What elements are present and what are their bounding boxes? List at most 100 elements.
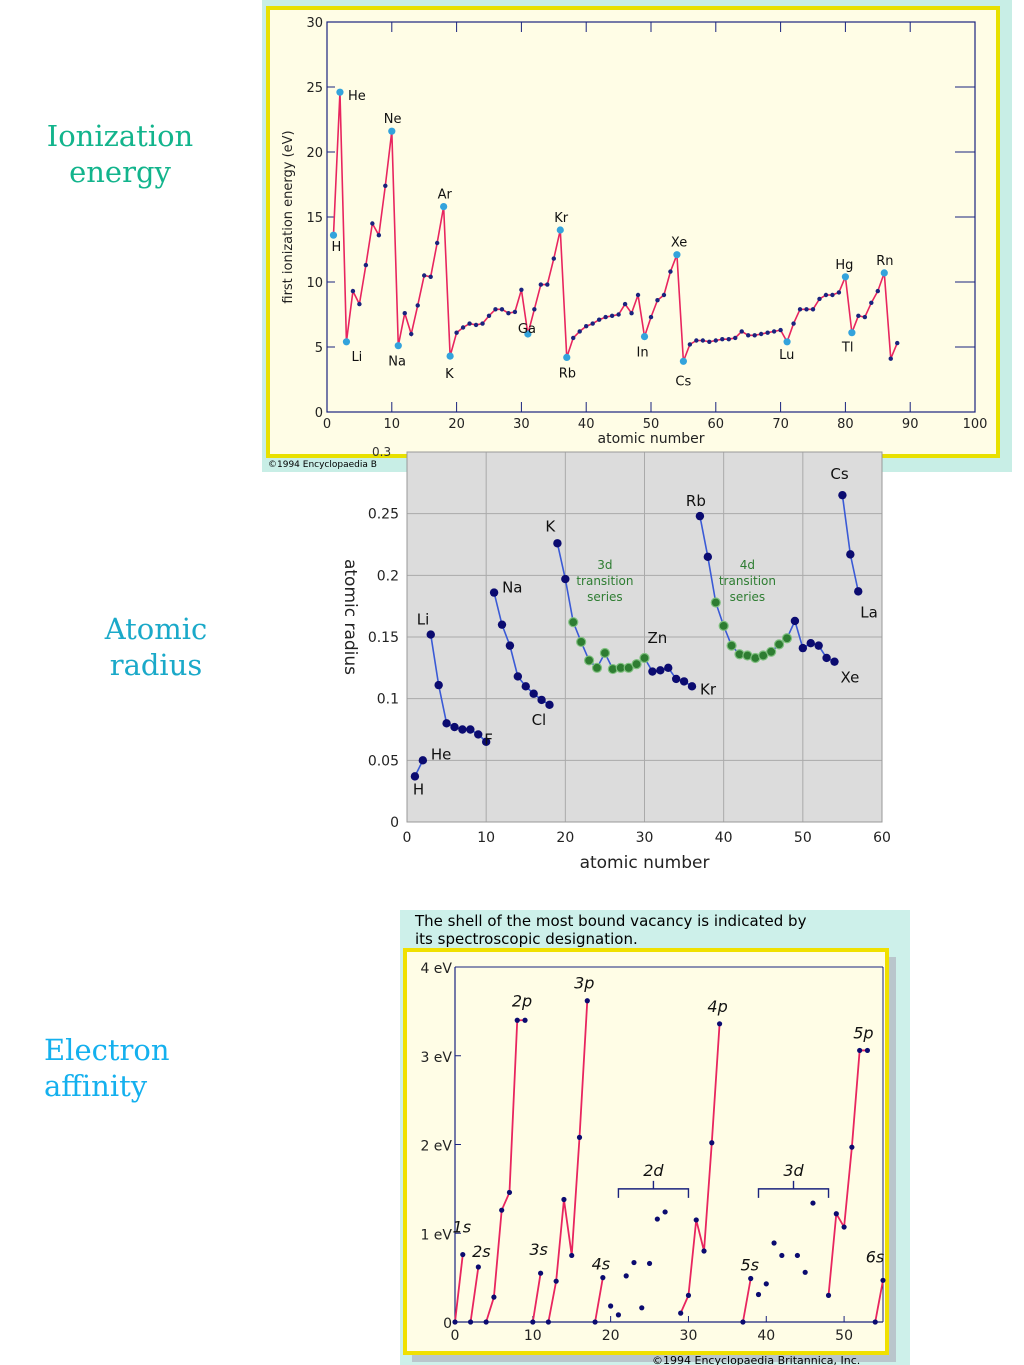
ie-data-point xyxy=(797,307,803,312)
ea-data-point xyxy=(452,1319,458,1325)
ea-data-point xyxy=(553,1278,559,1284)
ie-x-tick-label: 50 xyxy=(643,417,660,432)
ie-y-tick-label: 20 xyxy=(306,146,323,161)
ar-data-point xyxy=(458,725,467,734)
electron-affinity-label: Electron affinity xyxy=(44,1033,170,1103)
ea-data-point xyxy=(864,1047,871,1054)
ar-x-axis-label: atomic number xyxy=(580,853,710,873)
ar-annotation-cl: Cl xyxy=(532,711,547,729)
ie-data-point xyxy=(363,262,369,268)
ea-x-tick-label: 0 xyxy=(451,1328,460,1344)
ie-data-point xyxy=(616,312,621,317)
ea-x-tick-label: 40 xyxy=(757,1328,775,1344)
ar-data-point-transition xyxy=(766,646,777,657)
ie-data-point xyxy=(415,303,420,308)
ar-data-point-transition xyxy=(631,659,642,670)
ea-data-point xyxy=(662,1209,668,1215)
ie-data-point xyxy=(590,321,595,326)
ar-data-point-transition xyxy=(639,652,650,664)
ar-data-point xyxy=(481,737,491,747)
ar-data-point-transition xyxy=(576,636,587,648)
ie-data-point xyxy=(862,314,868,320)
ie-x-axis-label: atomic number xyxy=(598,431,705,447)
ie-data-point xyxy=(622,301,628,307)
ie-annotation-xe: Xe xyxy=(671,236,687,251)
ar-annotation-f: F xyxy=(484,730,493,748)
ie-x-tick-label: 30 xyxy=(513,417,530,432)
ie-data-point xyxy=(778,327,783,333)
ie-data-point xyxy=(486,313,492,318)
ie-data-point xyxy=(810,307,816,312)
ie-x-tick-label: 80 xyxy=(837,417,854,432)
ie-data-point xyxy=(454,330,459,335)
ar-data-point xyxy=(806,638,815,648)
ie-data-point xyxy=(648,314,654,320)
ar-region-label-4d: transition xyxy=(719,574,776,588)
ie-data-point xyxy=(739,329,744,334)
ie-x-tick-label: 100 xyxy=(963,417,988,432)
ie-data-point xyxy=(856,313,861,318)
ea-data-point xyxy=(592,1319,598,1325)
ea-data-point xyxy=(872,1319,878,1325)
ea-series-line xyxy=(594,1277,604,1323)
ie-x-tick-label: 0 xyxy=(323,417,331,432)
ea-data-point xyxy=(654,1216,660,1222)
ea-data-point xyxy=(639,1305,645,1311)
ea-shell-label-1s: 1s xyxy=(453,1218,472,1237)
ar-data-point-transition xyxy=(718,620,729,632)
ar-y-tick-label: 0.25 xyxy=(368,507,399,523)
ie-data-point xyxy=(713,338,718,343)
ie-x-tick-label: 60 xyxy=(708,417,725,432)
ar-data-point-transition xyxy=(773,639,785,650)
ar-y-tick-label: 0.2 xyxy=(377,568,399,584)
ar-annotation-xe: Xe xyxy=(841,669,860,687)
ea-y-tick-label: 3 eV xyxy=(420,1050,452,1066)
ea-plot-frame xyxy=(403,948,889,1355)
ie-data-point xyxy=(869,300,874,305)
ie-data-point xyxy=(895,340,900,346)
ea-series-line xyxy=(742,1278,752,1323)
ie-annotation-rb: Rb xyxy=(559,366,576,381)
ea-shell-label-4p: 4p xyxy=(707,997,727,1016)
ar-data-point xyxy=(679,677,689,686)
ar-data-point xyxy=(830,657,839,666)
ar-data-point xyxy=(537,695,546,705)
ea-data-point xyxy=(802,1269,808,1275)
ar-annotation-kr: Kr xyxy=(700,680,717,698)
ar-data-point-transition xyxy=(781,633,793,644)
ar-region-label-3d: transition xyxy=(576,574,633,588)
ea-data-point xyxy=(857,1047,863,1054)
ea-data-point xyxy=(623,1273,629,1279)
ie-y-tick-label: 0 xyxy=(315,406,323,421)
ea-y-tick-label: 2 eV xyxy=(420,1139,452,1155)
ie-data-point xyxy=(577,329,582,334)
ie-copyright: ©1994 Encyclopaedia B xyxy=(268,460,377,470)
ie-data-point-highlight xyxy=(342,338,351,346)
ie-x-tick-label: 40 xyxy=(578,417,595,432)
ie-data-point xyxy=(383,183,388,188)
ie-y-tick-label: 10 xyxy=(306,276,323,291)
ie-annotation-cs: Cs xyxy=(675,374,691,389)
ie-data-point xyxy=(473,322,479,328)
ea-x-tick-label: 30 xyxy=(680,1328,698,1344)
ar-data-point xyxy=(442,719,451,728)
ie-data-point xyxy=(661,292,667,298)
ar-x-tick-label: 20 xyxy=(556,830,574,846)
ar-x-tick-label: 50 xyxy=(794,830,812,846)
ie-data-point xyxy=(551,256,556,261)
ie-data-point xyxy=(493,307,498,312)
ar-data-point xyxy=(521,682,530,691)
ea-axes: 0 10 20 30 40 50 0 1 eV 2 eV 3 eV 4 eV xyxy=(420,961,884,1344)
ar-data-point xyxy=(474,730,483,739)
ie-y-tick-label: 25 xyxy=(306,81,323,96)
ie-plot-frame xyxy=(266,6,1000,458)
ie-data-point-highlight xyxy=(880,269,888,277)
ar-data-point-transition xyxy=(599,647,611,659)
ar-data-point xyxy=(497,620,507,629)
ea-series-line xyxy=(469,1266,480,1323)
ar-annotation-zn: Zn xyxy=(648,629,668,647)
ie-y-tick-label: 15 xyxy=(306,211,323,226)
ie-data-point-highlight xyxy=(556,226,564,234)
ea-data-point xyxy=(576,1134,583,1140)
ea-data-point xyxy=(460,1251,466,1258)
